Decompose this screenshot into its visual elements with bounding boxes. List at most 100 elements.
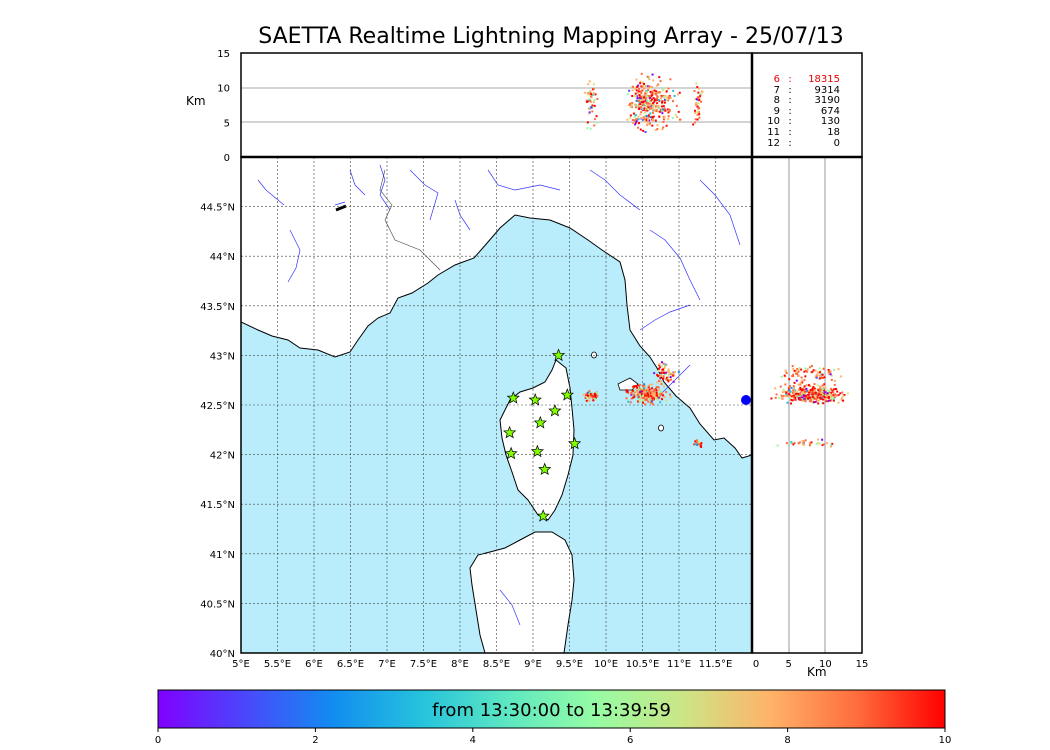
lightning-source — [799, 381, 802, 384]
latitude-axis-ticks: 40°N 40.5°N 41°N 41.5°N 42°N 42.5°N 43°N 43.5°N… — [200, 203, 235, 660]
chart-title: SAETTA Realtime Lightning Mapping Array … — [258, 24, 844, 49]
lightning-source — [778, 397, 781, 400]
longitude-tick-label: 7°E — [378, 659, 396, 670]
lightning-source — [813, 387, 816, 390]
lightning-source — [792, 373, 795, 376]
lightning-source — [651, 124, 654, 127]
lightning-source — [798, 367, 801, 370]
lightning-source — [644, 104, 647, 107]
lightning-source — [792, 396, 795, 399]
lightning-source — [833, 393, 836, 396]
lightning-source — [630, 391, 633, 394]
lightning-source — [793, 369, 796, 372]
lightning-source — [593, 104, 596, 107]
lightning-source — [662, 88, 665, 91]
lightning-source — [640, 387, 643, 390]
lightning-source — [669, 393, 672, 396]
map-panel[interactable] — [241, 157, 752, 653]
lightning-source — [795, 395, 798, 398]
lightning-source — [795, 369, 798, 372]
lightning-source — [633, 103, 636, 106]
lightning-source — [799, 392, 802, 395]
lightning-source — [659, 380, 662, 383]
lightning-source — [779, 385, 782, 388]
lightning-source — [652, 97, 655, 100]
longitude-tick-label: 9°E — [524, 659, 542, 670]
lightning-source — [633, 395, 636, 398]
lightning-source — [667, 115, 670, 118]
lightning-source — [694, 442, 697, 445]
lightning-source — [630, 393, 633, 396]
sardinia-land — [469, 531, 575, 653]
lightning-source — [830, 387, 833, 390]
lightning-source — [819, 392, 822, 395]
lightning-source — [639, 82, 642, 85]
lightning-source — [664, 363, 667, 366]
lightning-source — [696, 110, 699, 113]
altitude-counts-table: 6: 18315 7: 9314 8: 3190 9: 674 10: 130 11: 18 12: 0 — [760, 74, 860, 149]
lightning-source — [631, 101, 634, 104]
lightning-source — [647, 118, 650, 121]
lightning-source — [788, 397, 791, 400]
lightning-source — [829, 373, 832, 376]
lightning-source — [821, 395, 824, 398]
lightning-source — [663, 116, 666, 119]
latitude-tick-label: 40°N — [210, 649, 235, 660]
lightning-source — [645, 97, 648, 100]
lightning-source — [660, 397, 663, 400]
lightning-source — [816, 400, 819, 403]
lightning-source — [642, 387, 645, 390]
station-star-icon — [506, 391, 520, 404]
lightning-source — [798, 395, 801, 398]
lightning-source — [594, 393, 597, 396]
lightning-source — [647, 395, 650, 398]
lightning-source — [806, 370, 809, 373]
lightning-source — [793, 392, 796, 395]
lightning-source — [799, 398, 802, 401]
lightning-source — [821, 444, 824, 447]
lightning-source — [814, 376, 817, 379]
lightning-source — [665, 399, 668, 402]
lightning-source — [645, 90, 648, 93]
count-separator: : — [788, 74, 792, 85]
lightning-source — [672, 380, 675, 383]
colorbar-tick-label: 2 — [312, 735, 318, 746]
lightning-source — [814, 393, 817, 396]
lightning-source — [634, 92, 637, 95]
lightning-source — [830, 374, 833, 377]
lightning-source — [842, 399, 845, 402]
count-level: 12 — [767, 137, 780, 149]
lightning-source — [801, 396, 804, 399]
lightning-source — [661, 391, 664, 394]
lightning-source — [694, 111, 697, 114]
lightning-source — [803, 392, 806, 395]
lightning-source — [586, 92, 589, 95]
lightning-source — [664, 109, 667, 112]
lightning-source — [632, 385, 635, 388]
lightning-source — [656, 375, 659, 378]
lightning-source — [798, 396, 801, 399]
colorbar-tick-label: 6 — [627, 735, 633, 746]
lightning-source — [821, 384, 824, 387]
lightning-source — [656, 128, 659, 131]
count-level: 9 — [773, 105, 780, 117]
station-star-icon — [560, 388, 574, 401]
lightning-source — [808, 444, 811, 447]
lightning-source — [651, 391, 654, 394]
lightning-source — [823, 376, 826, 379]
lightning-source — [837, 401, 840, 404]
lightning-source — [655, 97, 658, 100]
lightning-source — [698, 98, 701, 101]
lightning-source — [846, 392, 849, 395]
longitude-tick-label: 11.5°E — [699, 659, 733, 670]
lightning-source — [660, 109, 663, 112]
lightning-source — [649, 104, 652, 107]
lightning-source — [658, 389, 661, 392]
count-row: 10: 130 — [760, 117, 860, 128]
lightning-source — [628, 89, 631, 92]
lake-marker — [741, 395, 751, 405]
lightning-source — [645, 389, 648, 392]
lightning-source — [652, 111, 655, 114]
lightning-source — [590, 395, 593, 398]
